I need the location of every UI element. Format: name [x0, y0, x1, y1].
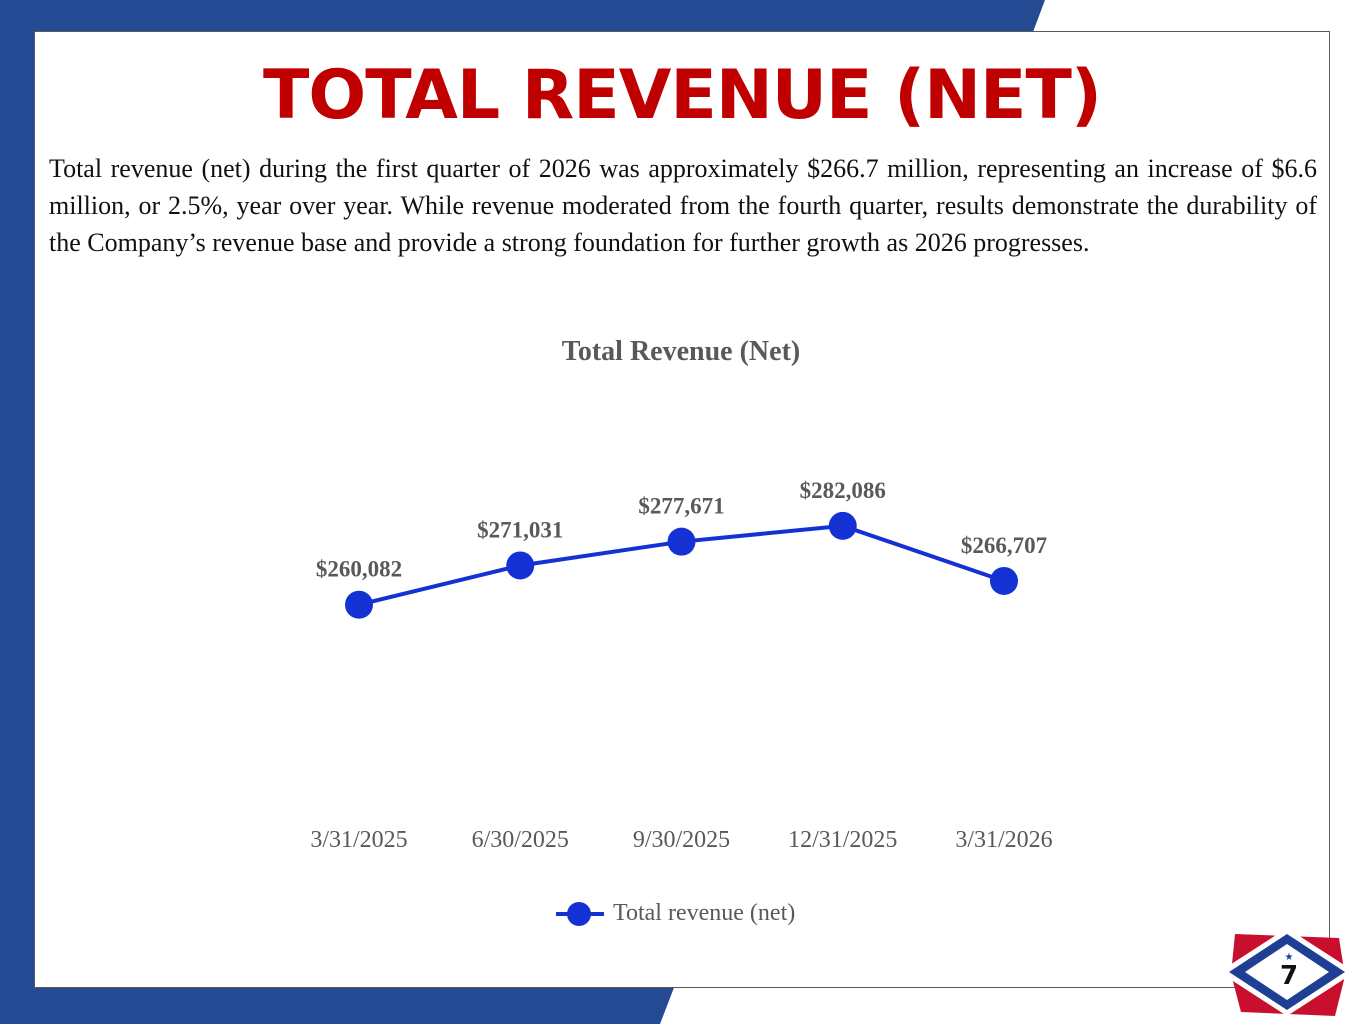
page-number: 7: [1280, 961, 1298, 991]
slide-panel: TOTAL REVENUE (NET) Total revenue (net) …: [34, 31, 1330, 988]
data-label: $282,086: [800, 478, 886, 503]
data-label: $271,031: [477, 517, 563, 542]
slide-title: TOTAL REVENUE (NET): [263, 56, 1102, 135]
slide-body-text: Total revenue (net) during the first qua…: [49, 154, 1317, 257]
bottom-blue-band: [0, 985, 675, 1024]
legend-label: Total revenue (net): [613, 900, 795, 926]
data-point: [667, 527, 696, 556]
data-point: [506, 551, 535, 580]
data-label: $266,707: [961, 533, 1047, 558]
x-tick-label: 3/31/2025: [310, 827, 407, 853]
page-number-badge: ★ 7: [1219, 928, 1355, 1016]
data-label: $277,671: [638, 494, 724, 519]
data-label: $260,082: [316, 557, 402, 582]
chart-title: Total Revenue (Net): [562, 336, 800, 367]
left-blue-band: [0, 0, 40, 1024]
legend-marker: [567, 902, 591, 926]
x-tick-label: 12/31/2025: [788, 827, 897, 853]
x-tick-label: 3/31/2026: [955, 827, 1052, 853]
data-point: [828, 511, 857, 540]
chart-marks: $260,082 $271,031 $277,671 $282,086 $266,707…: [310, 478, 1052, 853]
x-tick-label: 9/30/2025: [633, 827, 730, 853]
badge-star-icon: ★: [1285, 952, 1294, 963]
x-tick-label: 6/30/2025: [472, 827, 569, 853]
top-blue-band: [0, 0, 1045, 40]
badge-diamond-inner: [1245, 944, 1329, 1000]
data-point: [345, 590, 373, 619]
chart-legend: Total revenue (net): [556, 900, 795, 926]
data-point: [990, 566, 1018, 595]
